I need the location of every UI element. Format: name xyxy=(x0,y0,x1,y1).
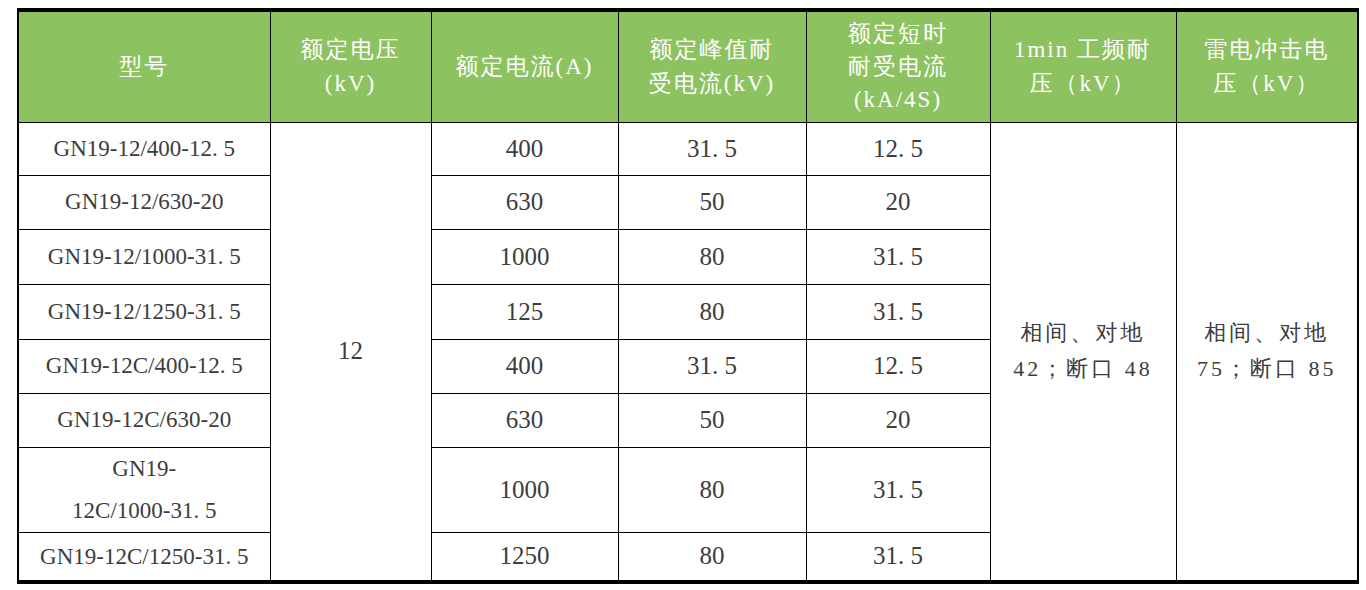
short-time-withstand-current-cell: 31. 5 xyxy=(806,229,990,284)
col-header-rated-current: 额定电流(A) xyxy=(431,10,618,122)
col-header-short-time-withstand-current: 额定短时 耐受电流 (kA/4S) xyxy=(806,10,990,122)
short-time-withstand-current-cell: 31. 5 xyxy=(806,447,990,532)
peak-withstand-current-cell: 50 xyxy=(618,175,806,229)
model-cell: GN19- 12C/1000-31. 5 xyxy=(18,447,270,532)
lightning-impulse-voltage-cell: 相间、对地 75；断口 85 xyxy=(1176,122,1358,582)
table-body: GN19-12/400-12. 51240031. 512. 5相间、对地 42… xyxy=(18,122,1358,582)
model-cell: GN19-12/1250-31. 5 xyxy=(18,284,270,339)
peak-withstand-current-cell: 80 xyxy=(618,229,806,284)
peak-withstand-current-cell: 50 xyxy=(618,393,806,447)
peak-withstand-current-cell: 80 xyxy=(618,532,806,582)
rated-current-cell: 1000 xyxy=(431,229,618,284)
short-time-withstand-current-cell: 12. 5 xyxy=(806,122,990,175)
rated-current-cell: 125 xyxy=(431,284,618,339)
col-header-peak-withstand-current: 额定峰值耐 受电流(kV) xyxy=(618,10,806,122)
model-cell: GN19-12C/400-12. 5 xyxy=(18,339,270,393)
col-header-lightning-impulse-voltage: 雷电冲击电 压（kV） xyxy=(1176,10,1358,122)
rated-voltage-cell: 12 xyxy=(270,122,431,582)
short-time-withstand-current-cell: 20 xyxy=(806,393,990,447)
rated-current-cell: 400 xyxy=(431,122,618,175)
spec-table: 型号 额定电压 (kV) 额定电流(A) 额定峰值耐 受电流(kV) 额定短时 … xyxy=(17,8,1359,584)
spec-table-container: 型号 额定电压 (kV) 额定电流(A) 额定峰值耐 受电流(kV) 额定短时 … xyxy=(17,8,1359,584)
table-row: GN19-12/400-12. 51240031. 512. 5相间、对地 42… xyxy=(18,122,1358,175)
rated-current-cell: 630 xyxy=(431,393,618,447)
model-cell: GN19-12/400-12. 5 xyxy=(18,122,270,175)
power-frequency-withstand-voltage-cell: 相间、对地 42；断口 48 xyxy=(990,122,1176,582)
rated-current-cell: 1250 xyxy=(431,532,618,582)
short-time-withstand-current-cell: 12. 5 xyxy=(806,339,990,393)
short-time-withstand-current-cell: 31. 5 xyxy=(806,532,990,582)
col-header-rated-voltage: 额定电压 (kV) xyxy=(270,10,431,122)
rated-current-cell: 400 xyxy=(431,339,618,393)
model-cell: GN19-12/630-20 xyxy=(18,175,270,229)
col-header-model: 型号 xyxy=(18,10,270,122)
header-row: 型号 额定电压 (kV) 额定电流(A) 额定峰值耐 受电流(kV) 额定短时 … xyxy=(18,10,1358,122)
peak-withstand-current-cell: 80 xyxy=(618,284,806,339)
model-cell: GN19-12C/1250-31. 5 xyxy=(18,532,270,582)
short-time-withstand-current-cell: 31. 5 xyxy=(806,284,990,339)
table-header: 型号 额定电压 (kV) 额定电流(A) 额定峰值耐 受电流(kV) 额定短时 … xyxy=(18,10,1358,122)
peak-withstand-current-cell: 31. 5 xyxy=(618,339,806,393)
rated-current-cell: 1000 xyxy=(431,447,618,532)
peak-withstand-current-cell: 80 xyxy=(618,447,806,532)
rated-current-cell: 630 xyxy=(431,175,618,229)
short-time-withstand-current-cell: 20 xyxy=(806,175,990,229)
model-cell: GN19-12C/630-20 xyxy=(18,393,270,447)
model-cell: GN19-12/1000-31. 5 xyxy=(18,229,270,284)
peak-withstand-current-cell: 31. 5 xyxy=(618,122,806,175)
col-header-power-frequency-withstand-voltage: 1min 工频耐 压（kV） xyxy=(990,10,1176,122)
